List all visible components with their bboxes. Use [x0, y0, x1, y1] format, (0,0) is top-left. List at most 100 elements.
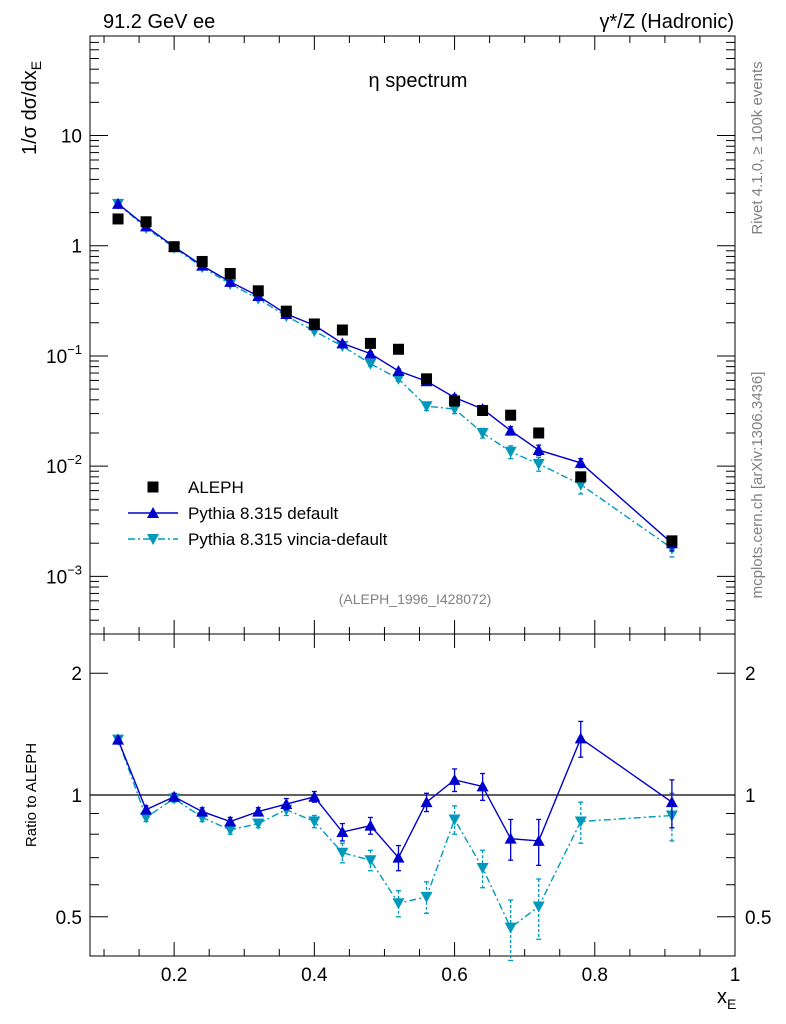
pythia-default-point: [532, 834, 545, 846]
main-y-tick-labels: 10−3 10−2 10−1 1 10: [46, 127, 82, 589]
pythia-default-point: [224, 275, 237, 287]
pythia-default-point: [392, 851, 405, 863]
legend: ALEPH Pythia 8.315 default Pythia 8.315 vi…: [128, 478, 388, 549]
pythia-default-point: [147, 507, 159, 518]
vincia-default-point: [532, 901, 545, 913]
vincia-default-point: [504, 446, 517, 458]
x-tick-label: 1: [730, 965, 741, 986]
vincia-default-point: [336, 847, 349, 859]
pythia-default-point: [336, 826, 349, 838]
ratio-axis-ticks: [90, 634, 736, 957]
pythia-default-point: [140, 803, 153, 815]
aleph-data-point: [421, 373, 433, 385]
y-tick-label: 10: [61, 127, 82, 148]
aleph-data-point: [196, 255, 208, 267]
aleph-data-point: [308, 318, 320, 330]
vincia-default-point: [476, 863, 489, 875]
pythia-default-point: [665, 796, 678, 808]
y-tick-label: 1: [71, 237, 82, 258]
vincia-default-point: [574, 816, 587, 828]
aleph-data-point: [364, 337, 376, 349]
pythia-default-point: [574, 732, 587, 744]
pythia-default-point: [308, 790, 321, 802]
rivet-version-label: Rivet 4.1.0, ≥ 100k events: [749, 61, 766, 234]
y-tick-label: 10−3: [46, 562, 82, 588]
ratio-y-tick-label-right: 2: [745, 664, 756, 685]
aleph-data-point: [449, 395, 461, 407]
aleph-data-point: [392, 343, 404, 355]
pythia-default-point: [392, 365, 405, 377]
pythia-default-point: [420, 796, 433, 808]
vincia-default-point: [392, 898, 405, 910]
pythia-default-point: [252, 805, 265, 817]
legend-label: Pythia 8.315 default: [188, 504, 339, 523]
pythia-default-point: [196, 805, 209, 817]
aleph-data-point: [252, 285, 264, 297]
vincia-default-point: [448, 814, 461, 826]
aleph-data-point: [147, 481, 159, 493]
ratio-series: [112, 720, 678, 962]
x-axis-label: xE: [717, 986, 736, 1012]
pythia-default-point: [532, 444, 545, 456]
mcplots-label: mcplots.cern.ch [arXiv:1306.3436]: [749, 372, 766, 599]
pythia-default-point: [336, 337, 349, 349]
ratio-y-axis-label: Ratio to ALEPH: [23, 743, 40, 847]
aleph-data-point: [224, 267, 236, 279]
main-panel-frame: [89, 35, 736, 635]
vincia-default-point: [308, 816, 321, 828]
pythia-default-point: [364, 347, 377, 359]
analysis-label: (ALEPH_1996_I428072): [339, 591, 492, 607]
aleph-data-point: [168, 241, 180, 253]
vincia-default-point: [574, 479, 587, 491]
x-tick-label: 0.6: [441, 965, 467, 986]
vincia-default-point: [448, 404, 461, 416]
aleph-data-point: [477, 404, 489, 416]
pythia-default-point: [448, 773, 461, 785]
aleph-data-point: [575, 471, 587, 483]
pythia-default-point: [476, 780, 489, 792]
pythia-default-point: [504, 424, 517, 436]
x-tick-label: 0.8: [582, 965, 608, 986]
vincia-default-point: [476, 427, 489, 439]
pythia-default-point: [168, 790, 181, 802]
x-axis-title: x: [717, 986, 727, 1008]
y-tick-label: 10−1: [46, 342, 82, 368]
vincia-default-point: [532, 458, 545, 470]
vincia-default-point: [252, 818, 265, 830]
aleph-data-point: [505, 409, 517, 421]
aleph-data-point: [140, 216, 152, 228]
ratio-y-tick-label: 2: [71, 664, 82, 685]
main-axis-ticks: [90, 35, 736, 635]
x-tick-label: 0.2: [161, 965, 187, 986]
vincia-default-point: [224, 824, 237, 836]
plot-title: η spectrum: [369, 70, 468, 92]
pythia-default-point: [574, 456, 587, 468]
vincia-default-point: [392, 373, 405, 385]
svg-text:1/σ dσ/dxE: 1/σ dσ/dxE: [19, 61, 44, 155]
aleph-data-point: [336, 324, 348, 336]
legend-label: ALEPH: [188, 478, 244, 497]
vincia-default-point: [504, 922, 517, 934]
vincia-default-point: [147, 534, 159, 545]
process-label: γ*/Z (Hadronic): [600, 11, 734, 33]
main-series: [112, 197, 678, 558]
ratio-y-tick-label: 1: [71, 786, 82, 807]
ratio-y-tick-label: 0.5: [56, 908, 82, 929]
ratio-y-tick-label-right: 1: [745, 786, 756, 807]
pythia-default-point: [112, 197, 125, 209]
y-tick-label: 10−2: [46, 452, 82, 478]
aleph-data-point: [112, 213, 124, 225]
x-tick-label: 0.4: [301, 965, 328, 986]
vincia-default-point: [420, 401, 433, 413]
aleph-data-point: [280, 305, 292, 317]
vincia-default-point: [420, 891, 433, 903]
main-y-axis-label: 1/σ dσ/dxE: [19, 61, 44, 155]
vincia-default-point: [140, 812, 153, 824]
energy-label: 91.2 GeV ee: [103, 11, 215, 33]
pythia-default-point: [224, 815, 237, 827]
y-axis-title: 1/σ dσ/dx: [19, 70, 41, 155]
pythia-default-point: [112, 733, 125, 745]
ratio-y-tick-labels: 0.5 0.5 1 1 2 2: [56, 664, 772, 929]
y-axis-subscript: E: [28, 61, 44, 70]
main-panel: 10−3 10−2 10−1 1 10 η spectrum (ALEPH_1996_I…: [19, 35, 736, 635]
